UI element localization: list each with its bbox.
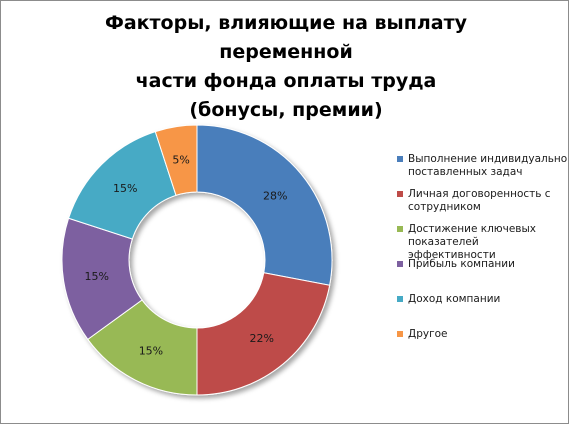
legend-label-line: Доход компании <box>408 293 501 305</box>
legend-swatch-4 <box>397 261 403 267</box>
legend-swatch-6 <box>397 331 403 337</box>
legend-label-6: Другое <box>408 328 568 341</box>
legend-label-line: Прибыль компании <box>408 258 515 270</box>
slice-value-label-1: 28% <box>263 189 287 202</box>
slice-value-label-4: 15% <box>85 270 109 283</box>
chart-title: Факторы, влияющие на выплату переменной … <box>41 9 531 125</box>
slice-6 <box>154 124 198 196</box>
legend-label-line: Другое <box>408 328 448 340</box>
legend-label-line: Выполнение индивидуально <box>408 153 568 165</box>
slice-2 <box>196 272 331 396</box>
chart-title-line-2: части фонда оплаты труда <box>135 70 437 92</box>
chart-title-line-3: (бонусы, премии) <box>189 99 383 121</box>
slice-value-label-3: 15% <box>139 344 163 357</box>
legend-label-line: показателей эффективности <box>408 236 496 261</box>
chart-title-line-1: Факторы, влияющие на выплату переменной <box>104 12 467 63</box>
slice-value-label-5: 15% <box>113 182 137 195</box>
legend-swatch-5 <box>397 296 403 302</box>
legend-label-line: поставленных задач <box>408 166 523 178</box>
legend-label-2: Личная договоренность с сотрудником <box>408 188 568 214</box>
legend-label-3: Достижение ключевых показателей эффективн… <box>408 223 568 262</box>
slice-1 <box>196 124 333 286</box>
legend-label-line: Личная договоренность с <box>408 188 551 200</box>
legend-swatch-2 <box>397 191 403 197</box>
legend-label-line: сотрудником <box>408 201 481 213</box>
slice-value-label-6: 5% <box>172 154 189 167</box>
legend-label-4: Прибыль компании <box>408 258 568 271</box>
slice-value-label-2: 22% <box>249 332 273 345</box>
legend-label-1: Выполнение индивидуально поставленных зад… <box>408 153 568 179</box>
legend-label-5: Доход компании <box>408 293 568 306</box>
legend-swatch-1 <box>397 156 403 162</box>
legend-label-line: Достижение ключевых <box>408 223 536 235</box>
legend-swatch-3 <box>397 226 403 232</box>
